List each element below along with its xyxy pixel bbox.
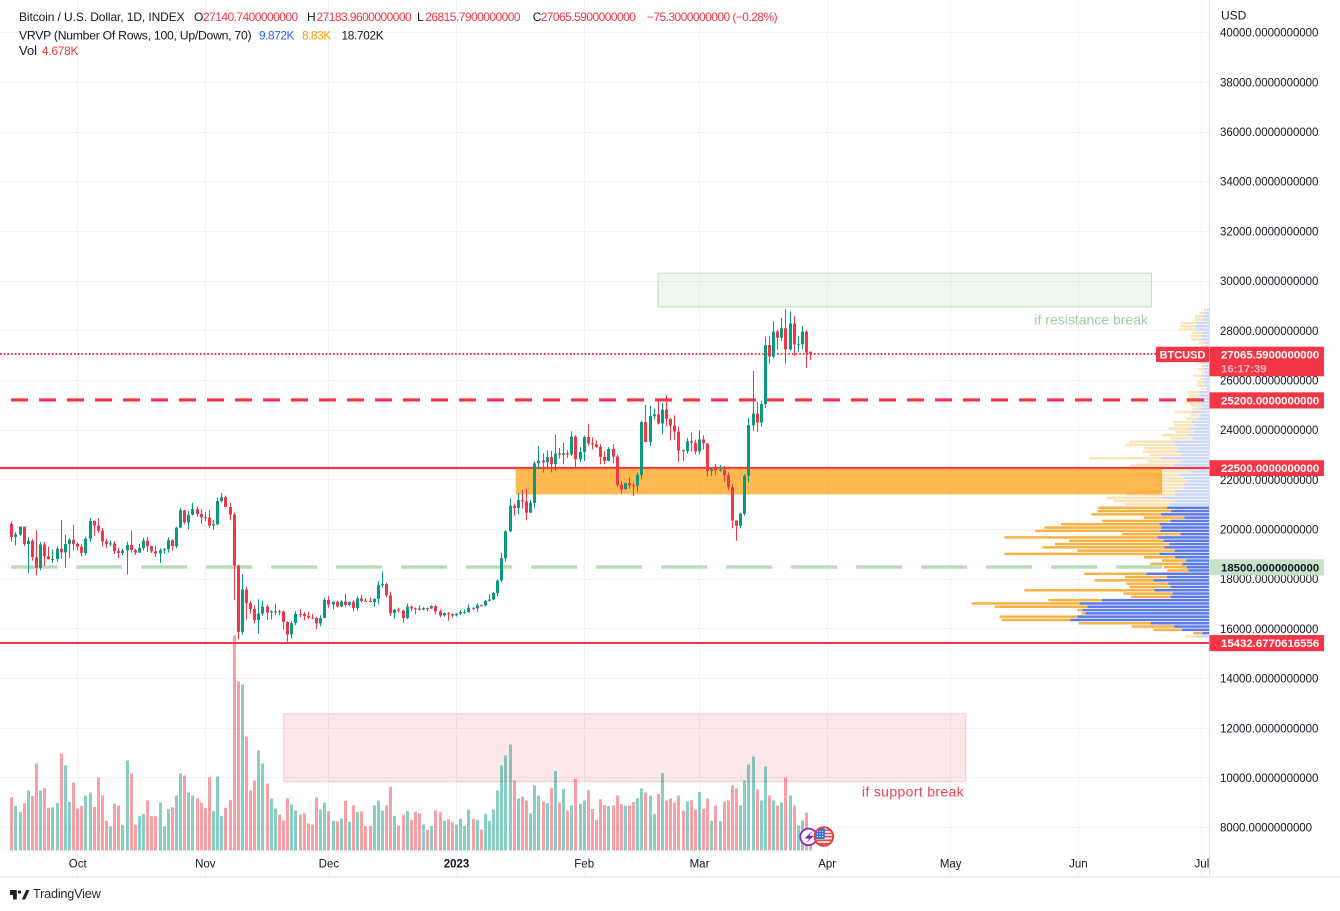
svg-text:Jun: Jun bbox=[1069, 859, 1088, 871]
svg-text:32000.0000000000: 32000.0000000000 bbox=[1220, 226, 1318, 238]
svg-text:C: C bbox=[533, 10, 542, 24]
svg-text:L: L bbox=[417, 10, 424, 24]
svg-text:22000.0000000000: 22000.0000000000 bbox=[1220, 475, 1318, 487]
svg-text:18500.0000000000: 18500.0000000000 bbox=[1221, 562, 1319, 574]
svg-text:27065.5900000000: 27065.5900000000 bbox=[541, 10, 637, 24]
svg-text:9.872K: 9.872K bbox=[259, 28, 295, 42]
svg-text:16:17:39: 16:17:39 bbox=[1221, 364, 1267, 376]
svg-text:25200.0000000000: 25200.0000000000 bbox=[1221, 395, 1319, 407]
svg-text:Bitcoin / U.S. Dollar, 1D, IND: Bitcoin / U.S. Dollar, 1D, INDEX bbox=[19, 10, 185, 24]
svg-text:8.83K: 8.83K bbox=[302, 28, 331, 42]
svg-text:36000.0000000000: 36000.0000000000 bbox=[1220, 127, 1318, 139]
svg-text:if support break: if support break bbox=[862, 784, 965, 800]
svg-text:40000.0000000000: 40000.0000000000 bbox=[1220, 28, 1318, 40]
svg-text:TradingView: TradingView bbox=[33, 887, 102, 901]
svg-text:24000.0000000000: 24000.0000000000 bbox=[1220, 425, 1318, 437]
svg-text:2023: 2023 bbox=[444, 859, 470, 871]
svg-text:15432.6770616556: 15432.6770616556 bbox=[1221, 638, 1319, 650]
svg-text:Apr: Apr bbox=[818, 859, 836, 871]
svg-text:22500.0000000000: 22500.0000000000 bbox=[1221, 463, 1319, 475]
svg-text:27183.9600000000: 27183.9600000000 bbox=[317, 10, 413, 24]
svg-text:H: H bbox=[307, 10, 316, 24]
svg-text:30000.0000000000: 30000.0000000000 bbox=[1220, 276, 1318, 288]
svg-text:Jul: Jul bbox=[1195, 859, 1210, 871]
svg-text:14000.0000000000: 14000.0000000000 bbox=[1220, 674, 1318, 686]
svg-text:BTCUSD: BTCUSD bbox=[1160, 349, 1206, 361]
svg-text:20000.0000000000: 20000.0000000000 bbox=[1220, 525, 1318, 537]
svg-text:if resistance break: if resistance break bbox=[1034, 312, 1149, 328]
svg-text:Mar: Mar bbox=[690, 859, 710, 871]
svg-text:Feb: Feb bbox=[574, 859, 594, 871]
svg-text:12000.0000000000: 12000.0000000000 bbox=[1220, 723, 1318, 735]
svg-text:27140.7400000000: 27140.7400000000 bbox=[203, 10, 299, 24]
svg-text:10000.0000000000: 10000.0000000000 bbox=[1220, 773, 1318, 785]
svg-text:Dec: Dec bbox=[319, 859, 340, 871]
svg-text:−75.3000000000 (−0.28%): −75.3000000000 (−0.28%) bbox=[647, 10, 778, 24]
svg-text:34000.0000000000: 34000.0000000000 bbox=[1220, 177, 1318, 189]
svg-text:Nov: Nov bbox=[195, 859, 216, 871]
svg-text:Vol: Vol bbox=[19, 43, 37, 58]
svg-text:18000.0000000000: 18000.0000000000 bbox=[1220, 574, 1318, 586]
svg-text:28000.0000000000: 28000.0000000000 bbox=[1220, 326, 1318, 338]
svg-text:4.678K: 4.678K bbox=[42, 44, 79, 58]
svg-text:8000.0000000000: 8000.0000000000 bbox=[1220, 823, 1312, 835]
svg-text:USD: USD bbox=[1221, 9, 1247, 23]
svg-text:18.702K: 18.702K bbox=[342, 28, 384, 42]
svg-text:VRVP (Number Of Rows, 100, Up/: VRVP (Number Of Rows, 100, Up/Down, 70) bbox=[19, 28, 251, 42]
svg-text:Oct: Oct bbox=[69, 859, 88, 871]
svg-text:16000.0000000000: 16000.0000000000 bbox=[1220, 624, 1318, 636]
svg-text:27065.5900000000: 27065.5900000000 bbox=[1221, 349, 1319, 361]
svg-text:O: O bbox=[194, 10, 203, 24]
svg-text:26000.0000000000: 26000.0000000000 bbox=[1220, 376, 1318, 388]
svg-text:May: May bbox=[940, 859, 962, 871]
svg-text:26815.7900000000: 26815.7900000000 bbox=[425, 10, 521, 24]
svg-text:38000.0000000000: 38000.0000000000 bbox=[1220, 77, 1318, 89]
